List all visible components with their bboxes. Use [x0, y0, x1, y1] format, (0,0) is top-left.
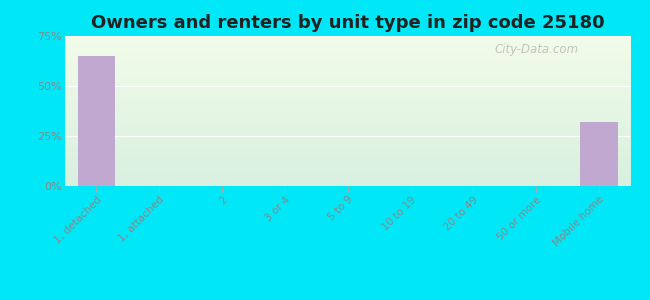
Bar	[77, 56, 115, 186]
Text: City-Data.com: City-Data.com	[495, 44, 579, 56]
Bar	[580, 122, 618, 186]
Title: Owners and renters by unit type in zip code 25180: Owners and renters by unit type in zip c…	[91, 14, 604, 32]
